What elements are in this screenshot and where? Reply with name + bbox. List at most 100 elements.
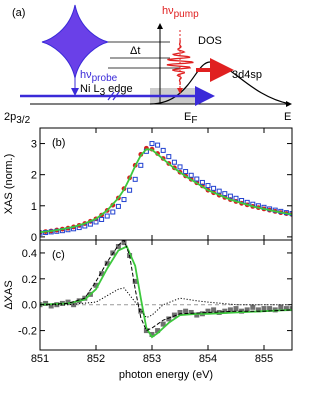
data-point bbox=[121, 197, 127, 203]
y-axis-label: XAS (norm.) bbox=[3, 154, 15, 215]
data-point bbox=[199, 179, 205, 185]
data-point bbox=[71, 302, 77, 308]
data-point bbox=[171, 312, 177, 318]
y-tick-label: 2 bbox=[31, 170, 37, 182]
fermi-label: EF bbox=[184, 111, 197, 126]
band-label: 3d4sp bbox=[232, 69, 262, 81]
pump-sub: pump bbox=[174, 9, 199, 20]
edge-label: Ni L3 edge bbox=[80, 83, 133, 98]
data-point bbox=[99, 216, 105, 222]
data-point bbox=[183, 169, 189, 175]
data-point bbox=[115, 243, 121, 249]
data-point bbox=[166, 154, 172, 160]
data-point bbox=[233, 195, 239, 201]
plot-area bbox=[40, 141, 292, 236]
data-point bbox=[65, 299, 71, 305]
data-point bbox=[40, 230, 43, 236]
x-tick-label: 855 bbox=[255, 353, 273, 365]
edge-sub: 3 bbox=[100, 87, 106, 98]
panel-label: (a) bbox=[12, 7, 25, 19]
data-point bbox=[110, 209, 116, 215]
panel: 0 1 2 3 (b) XAS (norm.) bbox=[3, 127, 293, 244]
axis-break bbox=[107, 91, 120, 101]
data-point bbox=[138, 308, 144, 314]
y-tick-label: 1 bbox=[31, 201, 37, 213]
data-point bbox=[104, 260, 110, 266]
data-point bbox=[283, 306, 289, 312]
data-point bbox=[166, 316, 172, 322]
x-tick-label: 852 bbox=[87, 353, 105, 365]
probe-sub: probe bbox=[92, 73, 118, 84]
y-tick-label: 3 bbox=[31, 139, 37, 151]
data-point bbox=[132, 278, 138, 284]
series-line bbox=[40, 245, 292, 339]
data-point bbox=[205, 308, 211, 314]
data-point bbox=[43, 300, 49, 306]
delay-guides bbox=[108, 41, 180, 69]
data-point bbox=[143, 328, 149, 334]
data-point bbox=[255, 307, 261, 313]
data-point bbox=[188, 172, 194, 178]
y-tick-label: 0.4 bbox=[22, 248, 37, 260]
data-point bbox=[149, 141, 155, 147]
data-point bbox=[194, 312, 200, 318]
data-point bbox=[160, 321, 166, 327]
data-point bbox=[171, 159, 177, 165]
plot-frame bbox=[39, 127, 293, 241]
data-point bbox=[222, 191, 228, 197]
pump-label: hνpump bbox=[162, 5, 199, 20]
panel-label: (b) bbox=[52, 137, 65, 149]
data-point bbox=[278, 304, 284, 310]
data-point bbox=[194, 176, 200, 182]
data-point bbox=[155, 328, 161, 334]
y-tick-label: 0.2 bbox=[22, 274, 37, 286]
data-point bbox=[93, 282, 99, 288]
fermi-sub: F bbox=[191, 115, 197, 126]
data-point bbox=[48, 303, 54, 309]
plot-frame bbox=[39, 239, 293, 351]
series-line bbox=[40, 240, 292, 332]
data-point bbox=[188, 309, 194, 315]
dos-label: DOS bbox=[198, 35, 222, 47]
core-label: 2p3/2 bbox=[4, 111, 31, 126]
edge-main: Ni L bbox=[80, 83, 100, 95]
probe-main: hν bbox=[80, 69, 92, 81]
delay-label: Δt bbox=[130, 45, 140, 57]
panel: 851 852 853 854 855 -0.2 0.0 0.2 0.4 (c) ΔXAS photo… bbox=[3, 239, 293, 381]
data-point bbox=[267, 306, 273, 312]
data-point bbox=[244, 307, 250, 313]
pump-main: hν bbox=[162, 5, 174, 17]
y-axis-label: ΔXAS bbox=[3, 280, 15, 309]
data-point bbox=[138, 162, 144, 168]
energy-label: E bbox=[284, 111, 291, 123]
data-point bbox=[115, 203, 121, 209]
core-sub: 3/2 bbox=[16, 115, 30, 126]
data-point bbox=[160, 147, 166, 153]
y-tick-label: 0.0 bbox=[22, 300, 37, 312]
series-line bbox=[40, 148, 292, 234]
schematic: (a) hνpump Δt DOS 3d4sp hνprobe Ni L3 ed… bbox=[4, 4, 292, 126]
data-point bbox=[233, 306, 239, 312]
data-point bbox=[289, 306, 292, 312]
panel-label: (c) bbox=[52, 249, 65, 261]
data-point bbox=[222, 308, 228, 314]
data-point bbox=[93, 219, 99, 225]
data-point bbox=[104, 213, 110, 219]
x-tick-label: 853 bbox=[143, 353, 161, 365]
data-point bbox=[211, 185, 217, 191]
x-tick-label: 851 bbox=[31, 353, 49, 365]
data-point bbox=[155, 142, 161, 148]
probe-label: hνprobe bbox=[80, 69, 118, 84]
edge-tail: edge bbox=[105, 83, 133, 95]
data-point bbox=[177, 164, 183, 170]
y-tick-label: 0 bbox=[31, 232, 37, 244]
y-tick-label: -0.2 bbox=[18, 326, 37, 338]
probe-pulse bbox=[41, 4, 109, 79]
data-point bbox=[205, 183, 211, 189]
data-point bbox=[261, 306, 267, 312]
data-point bbox=[211, 307, 217, 313]
data-point bbox=[250, 304, 256, 310]
x-tick-label: 854 bbox=[199, 353, 217, 365]
data-point bbox=[99, 271, 105, 277]
